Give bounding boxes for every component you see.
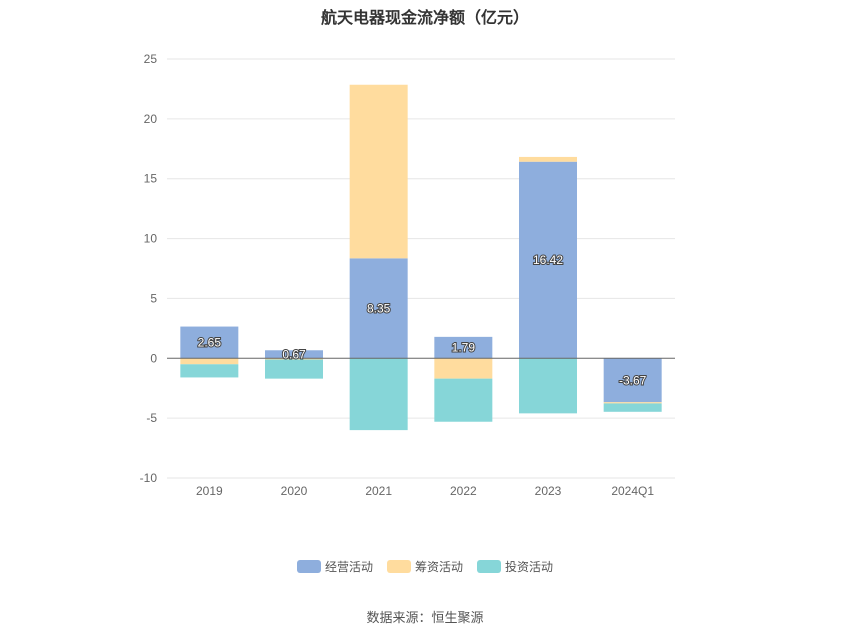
bar-operating [265,350,323,359]
chart-title: 航天电器现金流净额（亿元） [320,10,529,27]
bar-financing [180,358,239,365]
x-tick-label: 2019 [196,484,223,498]
legend-swatch-investing [477,560,501,573]
y-tick-label: 20 [144,112,158,126]
data-label: 0.67 [282,347,306,361]
legend-item-investing[interactable]: 投资活动 [477,558,553,575]
bar-operating [603,358,662,403]
chart-legend: 经营活动 筹资活动 投资活动 [0,558,850,575]
bar-investing [519,358,577,414]
legend-label-financing: 筹资活动 [414,560,463,574]
bar-financing [519,156,577,162]
data-label: 8.35 [367,301,391,315]
y-tick-label: 0 [150,351,157,365]
bar-financing [349,84,408,259]
bar-investing [265,359,323,379]
legend-item-financing[interactable]: 筹资活动 [386,558,463,575]
bar-investing [180,364,239,378]
x-tick-label: 2020 [281,484,308,498]
bar-financing [434,358,493,379]
y-tick-label: -5 [146,411,157,425]
legend-label-investing: 投资活动 [505,560,554,574]
data-label: 16.42 [533,253,563,267]
legend-swatch-operating [296,560,321,573]
y-tick-label: 10 [144,232,158,246]
data-label: 1.79 [452,341,476,355]
legend-swatch-financing [386,560,411,573]
bar-financing [603,402,662,404]
y-tick-label: -10 [140,471,158,485]
bar-operating [434,336,493,359]
x-tick-label: 2023 [535,484,562,498]
y-tick-label: 15 [144,172,158,186]
bar-investing [434,378,493,422]
bar-investing [349,358,408,431]
data-label: -3.67 [619,373,647,387]
data-source-note: 数据来源：恒生聚源 [366,610,484,625]
bar-operating [519,161,577,359]
bar-operating [349,258,408,359]
x-tick-label: 2022 [450,484,477,498]
legend-item-operating[interactable]: 经营活动 [296,558,373,575]
legend-label-operating: 经营活动 [324,560,373,574]
y-tick-label: 25 [144,52,158,66]
x-tick-label: 2024Q1 [611,484,654,498]
y-tick-label: 5 [150,291,157,305]
bar-investing [603,403,662,412]
x-tick-label: 2021 [365,484,392,498]
bar-financing [265,358,323,360]
data-label: 2.65 [198,335,222,349]
bar-operating [180,326,239,359]
